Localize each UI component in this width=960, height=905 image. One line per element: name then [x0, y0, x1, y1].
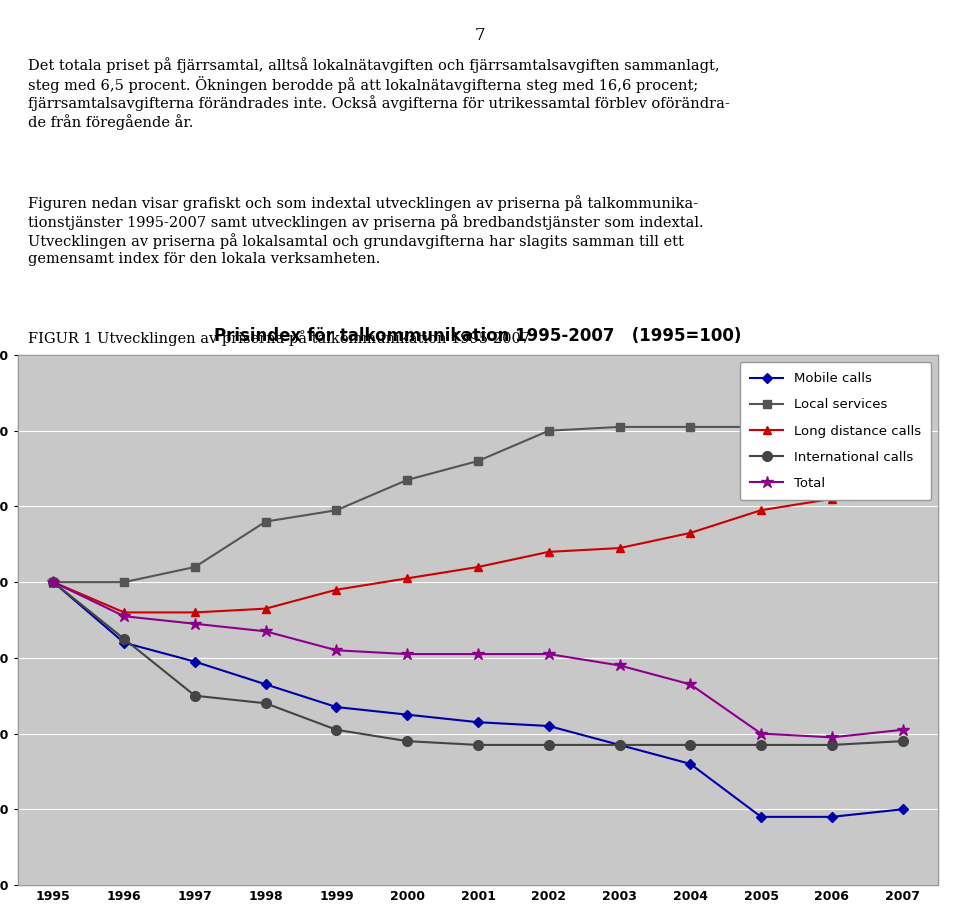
Text: de från föregående år.: de från föregående år. [28, 114, 193, 130]
Bar [18, 355, 938, 885]
Text: Utvecklingen av priserna på lokalsamtal och grundavgifterna har slagits samman t: Utvecklingen av priserna på lokalsamtal … [28, 233, 684, 249]
Text: Det totala priset på fjärrsamtal, alltså lokalnätavgiften och fjärrsamtalsavgift: Det totala priset på fjärrsamtal, alltså… [28, 57, 720, 73]
Title: Prisindex för talkommunikation 1995-2007   (1995=100): Prisindex för talkommunikation 1995-2007… [214, 327, 742, 345]
Text: tionstjänster 1995-2007 samt utvecklingen av priserna på bredbandstjänster som i: tionstjänster 1995-2007 samt utvecklinge… [28, 214, 704, 230]
Text: fjärrsamtalsavgifterna förändrades inte. Också avgifterna för utrikessamtal förb: fjärrsamtalsavgifterna förändrades inte.… [28, 95, 730, 111]
Text: FIGUR 1 Utvecklingen av priserna på talkommunikation 1995-2007: FIGUR 1 Utvecklingen av priserna på talk… [28, 330, 530, 346]
Text: 7: 7 [474, 27, 486, 44]
Text: steg med 6,5 procent. Ökningen berodde på att lokalnätavgifterna steg med 16,6 p: steg med 6,5 procent. Ökningen berodde p… [28, 76, 698, 93]
Text: gemensamt index för den lokala verksamheten.: gemensamt index för den lokala verksamhe… [28, 252, 380, 266]
Legend: Mobile calls, Local services, Long distance calls, International calls, Total: Mobile calls, Local services, Long dista… [739, 362, 931, 500]
Text: Figuren nedan visar grafiskt och som indextal utvecklingen av priserna på talkom: Figuren nedan visar grafiskt och som ind… [28, 195, 698, 211]
